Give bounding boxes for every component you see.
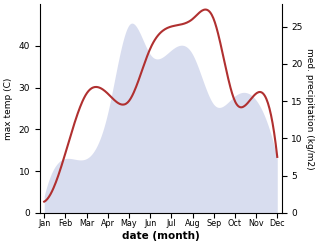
Y-axis label: med. precipitation (kg/m2): med. precipitation (kg/m2) bbox=[305, 48, 314, 169]
Y-axis label: max temp (C): max temp (C) bbox=[4, 77, 13, 140]
X-axis label: date (month): date (month) bbox=[122, 231, 200, 241]
